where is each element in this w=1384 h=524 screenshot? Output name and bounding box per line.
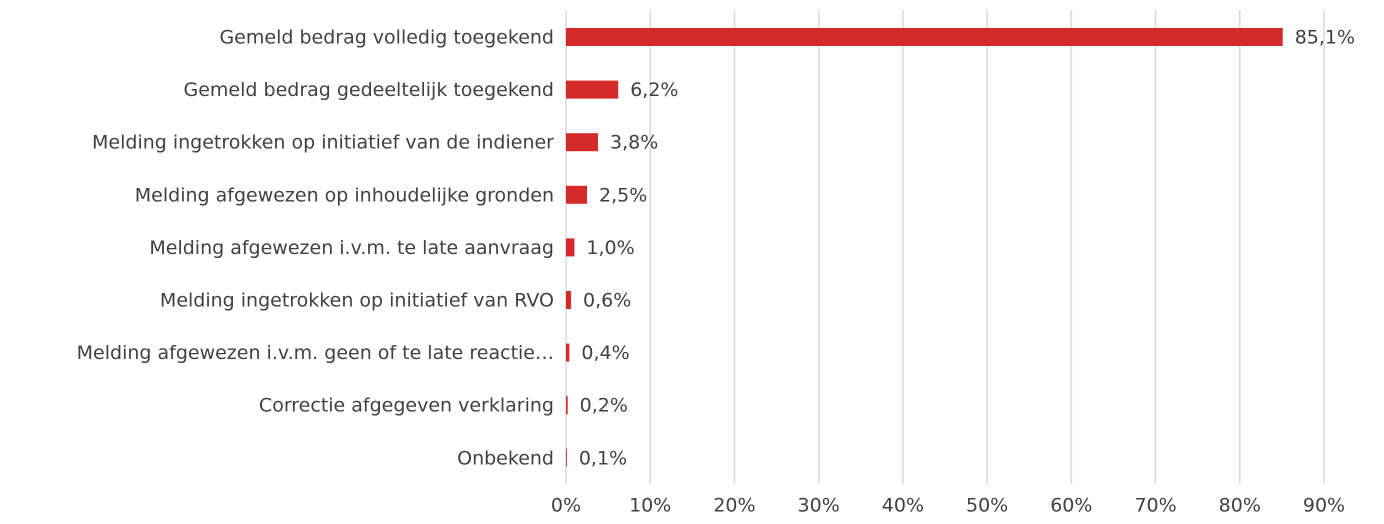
x-tick-label: 80% <box>1219 495 1261 517</box>
value-label: 2,5% <box>599 184 647 206</box>
bar <box>566 291 572 309</box>
value-label: 0,2% <box>580 395 628 417</box>
x-tick-label: 30% <box>798 495 840 517</box>
x-tick-label: 20% <box>713 495 755 517</box>
value-label: 1,0% <box>586 237 634 259</box>
bar <box>566 80 619 99</box>
bar <box>566 396 568 415</box>
value-label: 85,1% <box>1295 27 1355 49</box>
category-label: Melding ingetrokken op initiatief van de… <box>92 132 554 154</box>
value-label: 6,2% <box>630 79 678 101</box>
category-label: Gemeld bedrag volledig toegekend <box>219 27 554 49</box>
category-label: Melding ingetrokken op initiatief van RV… <box>160 290 554 312</box>
bar <box>566 343 570 362</box>
category-label: Onbekend <box>457 447 554 469</box>
x-tick-label: 0% <box>551 495 581 517</box>
value-label: 0,4% <box>581 342 629 364</box>
value-label: 0,6% <box>583 290 631 312</box>
x-tick-label: 70% <box>1134 495 1176 517</box>
bar <box>566 238 575 257</box>
x-tick-label: 10% <box>629 495 671 517</box>
x-tick-label: 60% <box>1050 495 1092 517</box>
bar <box>566 185 588 204</box>
category-label: Melding afgewezen op inhoudelijke gronde… <box>135 184 554 206</box>
value-label: 3,8% <box>610 132 658 154</box>
category-label: Gemeld bedrag gedeeltelijk toegekend <box>184 79 554 101</box>
x-tick-label: 50% <box>966 495 1008 517</box>
bar <box>566 28 1283 46</box>
category-label: Correctie afgegeven verklaring <box>259 395 554 417</box>
category-label: Melding afgewezen i.v.m. geen of te late… <box>77 342 554 364</box>
bar <box>566 448 567 467</box>
x-tick-label: 90% <box>1303 495 1345 517</box>
value-label: 0,1% <box>579 447 627 469</box>
bar <box>566 133 599 152</box>
category-label: Melding afgewezen i.v.m. te late aanvraa… <box>149 237 554 259</box>
x-tick-label: 40% <box>882 495 924 517</box>
